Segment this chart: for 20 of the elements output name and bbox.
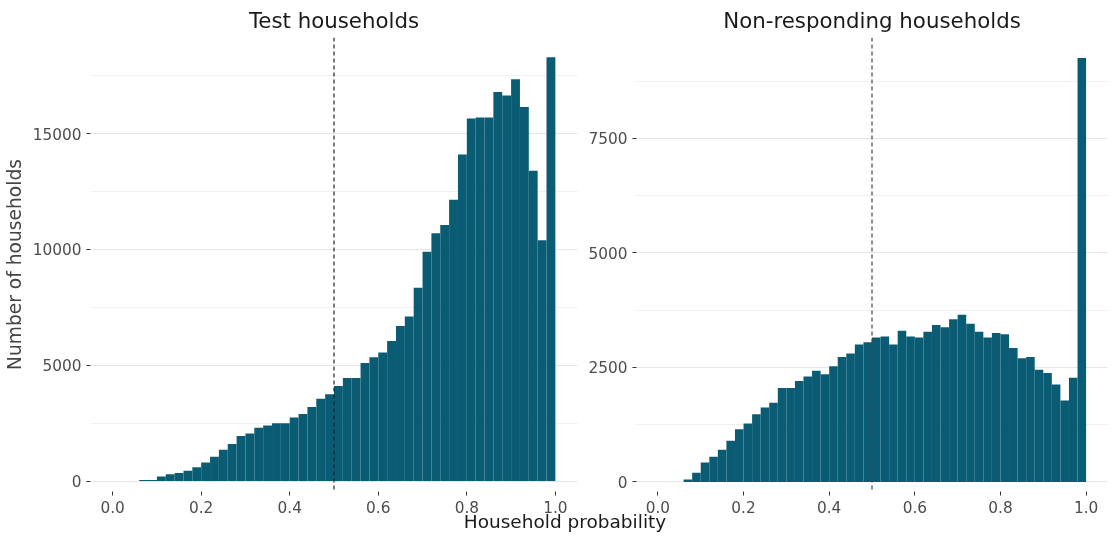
y-tick-label: 15000 [32, 125, 82, 144]
x-tick-label: 0.0 [100, 498, 125, 517]
x-tick-label: 0.6 [902, 498, 928, 517]
x-tick-label: 0.4 [277, 498, 302, 517]
y-tick-label: 10000 [32, 241, 82, 260]
x-tick-label: 0.4 [816, 498, 842, 517]
y-tick-label: 5000 [42, 357, 82, 376]
x-tick-label: 0.2 [188, 498, 214, 517]
x-tick-label: 0.2 [731, 498, 756, 517]
y-tick-label: 0 [71, 473, 82, 492]
y-tick-label: 2500 [588, 359, 628, 378]
y-tick-label: 0 [617, 473, 628, 492]
y-tick-label: 5000 [588, 244, 628, 263]
y-axis-title: Number of households [3, 158, 25, 371]
x-tick-label: 1.0 [1073, 498, 1099, 517]
x-tick-label: 0.6 [366, 498, 391, 517]
chart-title: Test households [247, 7, 420, 33]
x-tick-label: 0.8 [988, 498, 1013, 517]
chart-title: Non-responding households [723, 7, 1021, 33]
y-tick-label: 7500 [588, 130, 628, 149]
